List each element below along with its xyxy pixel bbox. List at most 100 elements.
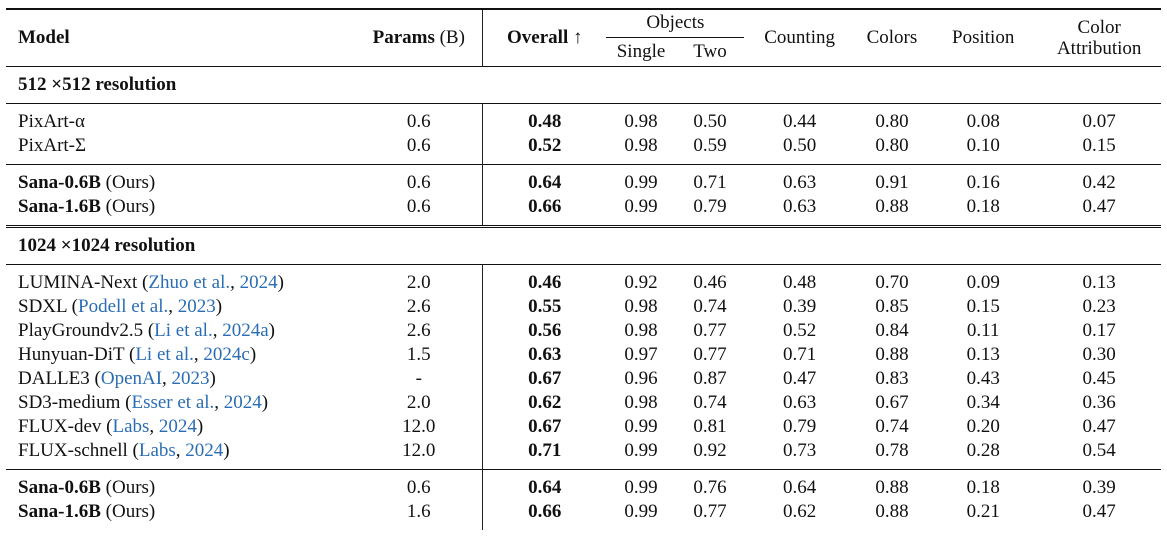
citation-year-link: 2023: [171, 368, 210, 389]
color-attribution-cell: 0.39: [1037, 469, 1161, 500]
citation-author-link: Li et al.: [135, 344, 194, 365]
model-suffix: (Ours): [100, 196, 156, 217]
two-cell: 0.77: [693, 320, 727, 341]
model-name-cell: PlayGroundv2.5 (Li et al., 2024a): [18, 320, 275, 341]
two-cell: 0.92: [693, 440, 727, 461]
overall-cell: 0.64: [482, 164, 607, 195]
single-cell: 0.99: [624, 501, 658, 522]
color-attribution-cell: 0.17: [1082, 320, 1116, 341]
header-row-top: Model Params (B) Overall ↑ Objects Count…: [6, 8, 1161, 67]
col-header-two: Two: [693, 41, 727, 62]
two-cell: 0.77: [693, 344, 727, 365]
overall-cell: 0.67: [482, 415, 607, 439]
color-attribution-cell: 0.30: [1082, 344, 1116, 365]
citation-author-link: Labs: [112, 416, 150, 437]
counting-cell: 0.79: [782, 416, 817, 437]
position-cell: 0.20: [966, 416, 1000, 437]
colors-cell: 0.84: [875, 320, 909, 341]
single-cell: 0.97: [624, 344, 658, 365]
model-name-cell: PixArt-α: [6, 103, 356, 134]
params-cell: 0.6: [406, 135, 431, 156]
position-cell: 0.34: [966, 392, 1000, 413]
counting-cell: 0.71: [782, 344, 817, 365]
overall-cell: 0.52: [482, 134, 607, 165]
colors-cell: 0.88: [875, 196, 909, 217]
citation-year-link: 2023: [177, 296, 216, 317]
col-header-model: Model: [6, 8, 356, 67]
color-attribution-cell: 0.47: [1082, 501, 1116, 522]
position-cell: 0.16: [929, 164, 1038, 195]
colors-cell: 0.80: [854, 103, 930, 134]
counting-cell: 0.50: [782, 135, 817, 156]
model-name-cell: Sana-1.6B (Ours): [6, 500, 355, 530]
counting-cell: 0.63: [744, 164, 855, 195]
position-cell: 0.21: [966, 501, 1000, 522]
model-name-bold: Sana-0.6B: [18, 477, 101, 498]
overall-cell: 0.62: [482, 391, 607, 415]
single-cell: 0.98: [624, 392, 658, 413]
counting-cell: 0.64: [744, 469, 855, 500]
position-cell: 0.18: [966, 196, 1000, 217]
col-header-objects: Objects: [606, 8, 745, 38]
model-name-cell: FLUX-dev (Labs, 2024): [18, 416, 204, 437]
position-cell: 0.18: [929, 469, 1038, 500]
color-attribution-cell: 0.47: [1082, 416, 1116, 437]
model-name-cell: Sana-0.6B (Ours): [6, 164, 356, 195]
table-row: LUMINA-Next (Zhuo et al., 2024) 2.0 0.46 0.…: [6, 264, 1161, 295]
citation-year-link: 2024a: [222, 320, 269, 341]
col-header-params-unit: (B): [434, 27, 465, 48]
overall-cell: 0.67: [482, 367, 607, 391]
table-row: Sana-1.6B (Ours) 1.6 0.66 0.99 0.77 0.62 0.88 0…: [6, 500, 1161, 530]
single-cell: 0.98: [624, 135, 658, 156]
table-row: Sana-0.6B (Ours) 0.6 0.64 0.99 0.71 0.63 0.91 0…: [6, 164, 1161, 195]
overall-cell: 0.66: [482, 195, 607, 227]
params-cell: -: [415, 368, 422, 389]
citation-author-link: Esser et al.: [131, 392, 215, 413]
two-cell: 0.79: [693, 196, 727, 217]
table-row: Hunyuan-DiT (Li et al., 2024c) 1.5 0.63 0.9…: [6, 343, 1161, 367]
section-title: 512 ×512 resolution: [6, 66, 1161, 104]
model-name-cell: SD3-medium (Esser et al., 2024): [18, 392, 269, 413]
overall-cell: 0.64: [482, 469, 607, 500]
single-cell: 0.98: [606, 103, 676, 134]
position-cell: 0.15: [966, 296, 1000, 317]
table-row: PixArt-Σ 0.6 0.52 0.98 0.59 0.50 0.80 0.10 0.15: [6, 134, 1161, 165]
overall-cell: 0.48: [482, 103, 607, 134]
citation-year-link: 2024: [239, 272, 278, 293]
col-header-color-attribution: Color Attribution: [1037, 8, 1161, 67]
colors-cell: 0.78: [875, 440, 909, 461]
col-header-counting: Counting: [744, 8, 855, 67]
counting-cell: 0.48: [744, 264, 855, 295]
two-cell: 0.59: [693, 135, 727, 156]
col-header-single: Single: [616, 41, 666, 62]
results-table: Model Params (B) Overall ↑ Objects Count…: [6, 8, 1161, 530]
citation-year-link: 2024: [185, 440, 224, 461]
model-name-cell: DALLE3 (OpenAI, 2023): [18, 368, 216, 389]
citation-author-link: Labs: [138, 440, 176, 461]
params-cell: 1.5: [406, 344, 431, 365]
counting-cell: 0.73: [782, 440, 817, 461]
color-attribution-cell: 0.36: [1082, 392, 1116, 413]
params-cell: 0.6: [355, 469, 483, 500]
two-cell: 0.87: [693, 368, 727, 389]
model-name: LUMINA-Next: [18, 272, 138, 293]
table-row: SD3-medium (Esser et al., 2024) 2.0 0.62 0.…: [6, 391, 1161, 415]
params-cell: 0.6: [406, 196, 431, 217]
params-cell: 2.0: [406, 392, 431, 413]
model-name-bold: Sana-1.6B: [18, 196, 101, 217]
counting-cell: 0.39: [782, 296, 817, 317]
table-row: PlayGroundv2.5 (Li et al., 2024a) 2.6 0.56…: [6, 319, 1161, 343]
model-name: PixArt-α: [18, 111, 85, 132]
model-name: FLUX-schnell: [18, 440, 128, 461]
model-name-cell: FLUX-schnell (Labs, 2024): [18, 440, 230, 461]
model-suffix: (Ours): [100, 501, 156, 522]
params-cell: 12.0: [402, 440, 436, 461]
colors-cell: 0.70: [854, 264, 930, 295]
overall-cell: 0.55: [482, 295, 607, 319]
col-header-color-attribution-line2: Attribution: [1056, 38, 1142, 59]
model-name: SD3-medium: [18, 392, 121, 413]
single-cell: 0.99: [606, 469, 676, 500]
single-cell: 0.99: [624, 416, 658, 437]
position-cell: 0.43: [966, 368, 1000, 389]
model-suffix: (Ours): [100, 172, 156, 193]
